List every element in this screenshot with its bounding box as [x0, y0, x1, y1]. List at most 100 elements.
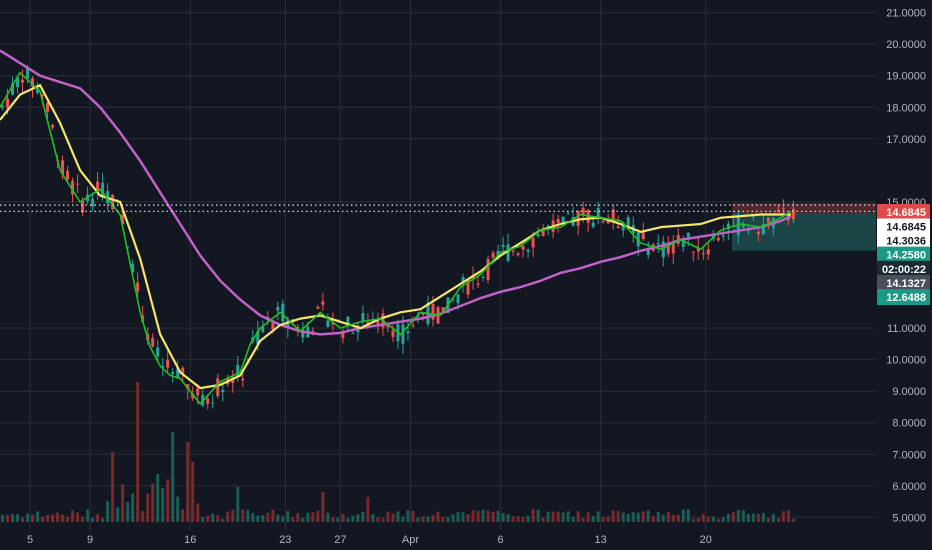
x-tick-label: 27	[334, 534, 346, 546]
y-tick-label: 8.0000	[892, 418, 926, 430]
volume-bar	[216, 515, 220, 522]
price-tag-bg	[877, 260, 930, 277]
candle-body	[41, 94, 45, 96]
candle-body	[686, 232, 690, 237]
volume-bar	[316, 510, 320, 522]
price-tag-label: 12.6488	[886, 292, 926, 304]
candle-body	[581, 207, 585, 216]
candle-body	[596, 208, 600, 219]
volume-bar	[691, 518, 695, 522]
volume-bar	[546, 511, 550, 522]
volume-bar	[296, 513, 300, 522]
volume-bar	[36, 511, 40, 522]
position-zones	[732, 203, 876, 251]
candle-body	[311, 330, 315, 332]
volume-bar	[571, 516, 575, 522]
candle-body	[671, 243, 675, 254]
volume-bar	[471, 510, 475, 522]
volume-bar	[751, 513, 755, 522]
candle-body	[691, 251, 695, 253]
volume-bar	[561, 512, 565, 522]
volume-bar	[456, 511, 460, 522]
volume-bar	[331, 517, 335, 522]
volume-bar	[96, 514, 100, 522]
price-tag-label: 02:00:22	[882, 264, 926, 276]
price-tag-label: 14.2580	[886, 250, 926, 262]
price-level-lines	[0, 204, 876, 213]
volume-bar	[786, 510, 790, 522]
volume-bar	[21, 517, 25, 522]
candle-body	[626, 217, 630, 228]
volume-bar	[271, 509, 275, 522]
volume-bar	[191, 462, 195, 522]
volume-bar	[116, 507, 120, 522]
candle-body	[416, 315, 420, 317]
candle-body	[1, 105, 5, 108]
volume-bar	[76, 512, 80, 522]
candle-body	[11, 83, 15, 95]
volume-bar	[391, 513, 395, 522]
volume-bar	[496, 510, 500, 522]
candle-body	[216, 378, 220, 396]
volume-bar	[221, 518, 225, 522]
candle-body	[206, 398, 210, 404]
volume-bar	[416, 518, 420, 522]
candle-body	[316, 306, 320, 309]
candle-body	[271, 322, 275, 330]
candle-body	[666, 245, 670, 254]
volume-bar	[46, 514, 50, 522]
volume-bar	[136, 382, 140, 522]
y-axis-ticks: 21.000020.000019.000018.000017.000015.00…	[886, 8, 926, 525]
candle-body	[191, 393, 195, 399]
volume-bar	[171, 432, 175, 522]
volume-bar	[641, 511, 645, 522]
volume-bar	[236, 487, 240, 522]
volume-bar	[121, 484, 125, 522]
moving-average-lines	[0, 49, 792, 405]
volume-bar	[671, 514, 675, 522]
volume-bar	[666, 511, 670, 522]
volume-bar	[441, 517, 445, 522]
volume-bar	[281, 516, 285, 522]
y-tick-label: 5.0000	[892, 512, 926, 524]
volume-bar	[761, 512, 765, 522]
volume-bar	[736, 509, 740, 522]
volume-bar	[51, 514, 55, 522]
candle-body	[461, 277, 465, 283]
candle-body	[171, 372, 175, 375]
volume-bar	[556, 511, 560, 522]
volume-bar	[241, 509, 245, 522]
volume-bar	[611, 510, 615, 522]
volume-bar	[681, 509, 685, 522]
x-tick-label: 5	[27, 534, 33, 546]
volume-bar	[706, 516, 710, 522]
volume-bar	[6, 514, 10, 522]
y-tick-label: 7.0000	[892, 449, 926, 461]
volume-bar	[696, 518, 700, 522]
y-tick-label: 10.0000	[886, 355, 926, 367]
volume-bar	[631, 512, 635, 522]
volume-bar	[201, 517, 205, 522]
volume-bar	[351, 515, 355, 522]
volume-bar	[776, 517, 780, 522]
candle-body	[256, 331, 260, 345]
price-tag-label: 14.3036	[886, 236, 926, 248]
candle-body	[451, 298, 455, 300]
price-tag-bg	[877, 232, 930, 249]
candle-body	[46, 102, 50, 112]
volume-bar	[591, 515, 595, 522]
candle-body	[511, 250, 515, 252]
volume-bar	[566, 511, 570, 522]
volume-bar	[731, 512, 735, 522]
stop-zone	[732, 203, 876, 213]
candle-body	[186, 384, 190, 389]
x-tick-label: 6	[498, 534, 504, 546]
volume-bar	[196, 503, 200, 522]
volume-bar	[436, 511, 440, 522]
volume-bar	[326, 512, 330, 522]
volume-bar	[146, 493, 150, 522]
candle-body	[66, 170, 70, 180]
volume-bar	[661, 514, 665, 522]
candle-body	[781, 208, 785, 210]
